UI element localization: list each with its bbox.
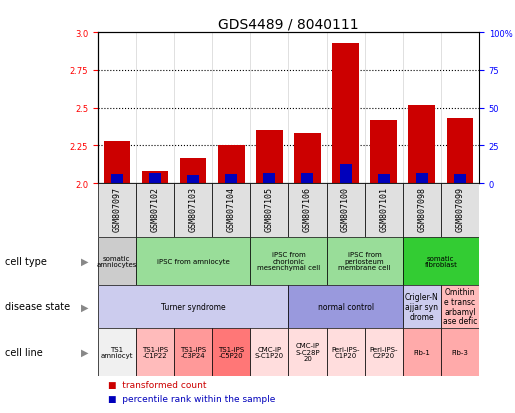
Bar xyxy=(288,285,403,328)
Bar xyxy=(136,237,250,285)
Text: GSM807100: GSM807100 xyxy=(341,187,350,231)
Text: CMC-iP
S-C28P
20: CMC-iP S-C28P 20 xyxy=(295,343,320,361)
Text: normal control: normal control xyxy=(318,302,373,311)
Bar xyxy=(441,328,479,376)
Bar xyxy=(98,328,136,376)
Bar xyxy=(111,175,123,184)
Bar xyxy=(136,328,174,376)
Text: Omithin
e transc
arbamyl
ase defic: Omithin e transc arbamyl ase defic xyxy=(443,287,477,326)
Bar xyxy=(365,184,403,237)
Bar xyxy=(174,328,212,376)
Text: GSM807105: GSM807105 xyxy=(265,187,274,231)
Text: disease state: disease state xyxy=(5,301,70,312)
Bar xyxy=(187,176,199,184)
Text: TS1-iPS
-C1P22: TS1-iPS -C1P22 xyxy=(142,346,168,358)
Bar xyxy=(98,285,288,328)
Bar xyxy=(174,184,212,237)
Bar xyxy=(327,237,403,285)
Bar xyxy=(180,158,207,184)
Text: iPSC from
periosteum
membrane cell: iPSC from periosteum membrane cell xyxy=(338,252,391,271)
Bar xyxy=(377,175,390,184)
Bar xyxy=(403,184,441,237)
Text: ▶: ▶ xyxy=(81,256,89,266)
Bar xyxy=(332,44,359,184)
Text: somatic
amniocytes: somatic amniocytes xyxy=(97,255,137,268)
Bar xyxy=(454,175,466,184)
Bar xyxy=(441,285,479,328)
Bar xyxy=(408,105,435,184)
Bar xyxy=(416,174,428,184)
Text: GSM807097: GSM807097 xyxy=(112,187,122,231)
Text: TS1
amniocyt: TS1 amniocyt xyxy=(100,346,133,358)
Text: CMC-iP
S-C1P20: CMC-iP S-C1P20 xyxy=(255,346,284,358)
Text: GSM807101: GSM807101 xyxy=(379,187,388,231)
Bar xyxy=(212,328,250,376)
Bar xyxy=(403,237,479,285)
Text: TS1-iPS
-C5P20: TS1-iPS -C5P20 xyxy=(218,346,244,358)
Bar xyxy=(98,184,136,237)
Bar xyxy=(218,146,245,184)
Text: ■  transformed count: ■ transformed count xyxy=(108,380,207,389)
Bar xyxy=(447,119,473,184)
Text: GSM807106: GSM807106 xyxy=(303,187,312,231)
Text: iPSC from amniocyte: iPSC from amniocyte xyxy=(157,258,230,264)
Bar xyxy=(142,172,168,184)
Text: ■  percentile rank within the sample: ■ percentile rank within the sample xyxy=(108,394,276,404)
Bar xyxy=(403,328,441,376)
Text: Peri-iPS-
C2P20: Peri-iPS- C2P20 xyxy=(369,346,398,358)
Bar xyxy=(288,184,327,237)
Text: somatic
fibroblast: somatic fibroblast xyxy=(424,255,457,268)
Text: Crigler-N
ajjar syn
drome: Crigler-N ajjar syn drome xyxy=(405,292,439,321)
Bar xyxy=(288,328,327,376)
Bar xyxy=(403,285,441,328)
Text: cell type: cell type xyxy=(5,256,47,266)
Text: Fib-1: Fib-1 xyxy=(414,349,430,355)
Text: GSM807098: GSM807098 xyxy=(417,187,426,231)
Text: GSM807099: GSM807099 xyxy=(455,187,465,231)
Bar xyxy=(327,184,365,237)
Bar xyxy=(441,184,479,237)
Text: Peri-iPS-
C1P20: Peri-iPS- C1P20 xyxy=(331,346,360,358)
Bar xyxy=(212,184,250,237)
Text: GSM807103: GSM807103 xyxy=(188,187,198,231)
Bar xyxy=(149,174,161,184)
Bar xyxy=(98,237,136,285)
Bar xyxy=(370,121,397,184)
Text: Fib-3: Fib-3 xyxy=(452,349,468,355)
Bar xyxy=(294,134,321,184)
Bar xyxy=(339,164,352,184)
Bar xyxy=(250,328,288,376)
Bar xyxy=(136,184,174,237)
Text: ▶: ▶ xyxy=(81,301,89,312)
Text: TS1-iPS
-C3P24: TS1-iPS -C3P24 xyxy=(180,346,206,358)
Bar xyxy=(104,142,130,184)
Text: Turner syndrome: Turner syndrome xyxy=(161,302,226,311)
Text: ▶: ▶ xyxy=(81,347,89,357)
Bar xyxy=(327,328,365,376)
Bar xyxy=(250,184,288,237)
Bar xyxy=(256,131,283,184)
Bar xyxy=(250,237,327,285)
Text: cell line: cell line xyxy=(5,347,43,357)
Bar xyxy=(263,174,276,184)
Bar xyxy=(225,175,237,184)
Title: GDS4489 / 8040111: GDS4489 / 8040111 xyxy=(218,18,359,32)
Bar xyxy=(301,174,314,184)
Bar xyxy=(365,328,403,376)
Text: GSM807102: GSM807102 xyxy=(150,187,160,231)
Text: GSM807104: GSM807104 xyxy=(227,187,236,231)
Text: iPSC from
chorionic
mesenchymal cell: iPSC from chorionic mesenchymal cell xyxy=(257,252,320,271)
